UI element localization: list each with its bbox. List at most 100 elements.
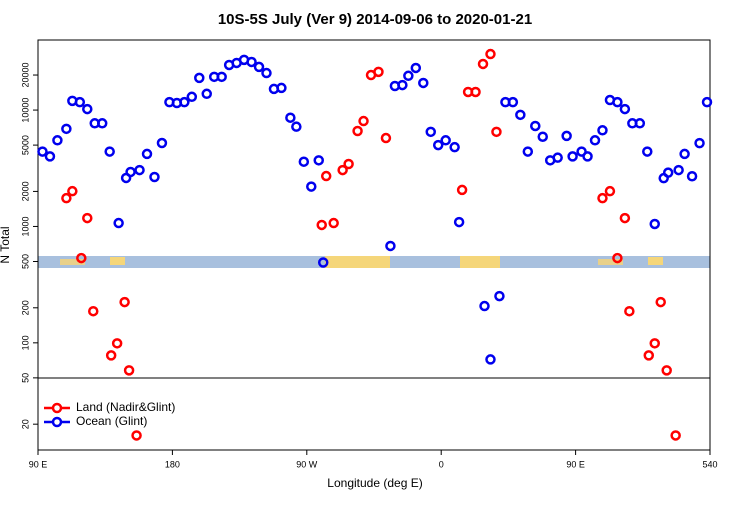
point: [131, 430, 142, 441]
y-tick-label: 1000: [20, 216, 30, 236]
land-band: [648, 257, 663, 265]
point: [194, 72, 205, 84]
point: [679, 148, 690, 160]
point: [537, 131, 548, 142]
point: [604, 185, 616, 197]
series: [61, 48, 681, 441]
point: [149, 171, 160, 183]
land-band: [460, 256, 500, 268]
map-strip: [38, 256, 710, 268]
point: [104, 146, 115, 157]
point: [701, 96, 713, 108]
point: [320, 170, 332, 182]
point: [522, 146, 534, 157]
point: [61, 123, 72, 135]
land-band: [110, 257, 125, 265]
point: [123, 365, 135, 376]
point: [582, 151, 593, 162]
point: [661, 365, 672, 376]
y-tick-label: 10000: [20, 98, 30, 123]
point: [385, 240, 396, 252]
point: [44, 151, 56, 162]
point: [561, 130, 572, 142]
point: [552, 152, 563, 163]
point: [111, 338, 123, 349]
point: [74, 96, 86, 108]
point: [397, 79, 408, 91]
point: [156, 137, 168, 149]
plot-frame: [37, 39, 711, 451]
point: [655, 296, 666, 308]
x-tick-label: 0: [439, 459, 444, 469]
point: [453, 216, 465, 228]
point: [589, 135, 601, 146]
point: [643, 350, 655, 361]
point: [597, 125, 608, 136]
land-band: [325, 256, 390, 268]
legend-marker: [51, 416, 63, 428]
y-tick-label: 5000: [20, 135, 30, 155]
point: [425, 126, 436, 138]
x-tick-label: 90 E: [29, 459, 48, 469]
point: [328, 217, 339, 229]
point: [246, 56, 257, 68]
point: [285, 112, 296, 123]
x-tick-label: 180: [165, 459, 180, 469]
point: [619, 212, 631, 224]
y-tick-label: 500: [20, 254, 30, 269]
legend-marker: [51, 402, 63, 414]
point: [662, 167, 674, 178]
point: [449, 141, 460, 153]
y-tick-label: 20: [20, 419, 30, 429]
legend-label: Ocean (Glint): [76, 414, 147, 428]
point: [37, 146, 48, 157]
point: [253, 61, 265, 73]
point: [201, 88, 212, 100]
point: [670, 430, 681, 441]
y-tick-label: 20000: [20, 63, 30, 88]
point: [316, 219, 327, 231]
point: [380, 132, 392, 144]
point: [440, 135, 451, 146]
point: [343, 158, 354, 170]
series: [37, 54, 713, 365]
point: [470, 86, 481, 98]
y-tick-label: 100: [20, 335, 30, 350]
point: [494, 290, 505, 302]
point: [634, 118, 646, 129]
y-axis-label: N Total: [0, 226, 12, 263]
land-band: [60, 259, 85, 265]
point: [216, 71, 227, 83]
point: [337, 164, 348, 176]
point: [373, 66, 384, 78]
point: [597, 192, 608, 204]
point: [352, 125, 363, 137]
point: [612, 252, 623, 264]
x-tick-label: 90 E: [566, 459, 585, 469]
point: [67, 185, 78, 197]
point: [642, 146, 653, 157]
point: [52, 135, 63, 146]
point: [619, 103, 631, 115]
point: [61, 192, 72, 204]
point: [141, 148, 153, 160]
point: [276, 82, 287, 94]
point: [298, 156, 310, 167]
chart-title: 10S-5S July (Ver 9) 2014-09-06 to 2020-0…: [218, 11, 532, 28]
point: [291, 121, 302, 132]
point: [125, 166, 136, 178]
point: [418, 77, 429, 89]
point: [624, 305, 635, 317]
point: [456, 184, 468, 196]
y-tick-label: 200: [20, 300, 30, 315]
point: [694, 137, 705, 149]
point: [313, 155, 324, 166]
point: [612, 96, 623, 108]
point: [686, 170, 698, 182]
point: [477, 58, 489, 70]
point: [649, 338, 660, 349]
point: [530, 120, 541, 132]
point: [96, 118, 108, 129]
